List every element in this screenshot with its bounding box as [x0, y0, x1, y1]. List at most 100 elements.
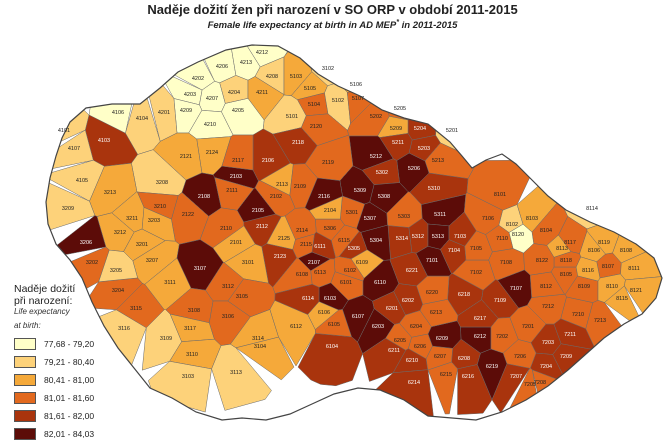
region-code-label: 2109 [294, 184, 306, 190]
region-code-label: 5305 [348, 246, 360, 252]
region-code-label: 7108 [500, 260, 512, 266]
region-code-label: 3117 [184, 326, 196, 332]
region-code-label: 4106 [112, 110, 124, 116]
region-code-label: 2117 [232, 158, 244, 164]
region-code-label: 5204 [414, 126, 426, 132]
legend-subtitle-line-1: Life expectancy [14, 307, 124, 317]
legend-range-label: 81,61 - 82,00 [44, 411, 94, 421]
region-code-label: 5301 [346, 210, 358, 216]
region-code-label: 6214 [408, 380, 420, 386]
region-code-label: 8116 [582, 268, 594, 274]
legend-range-label: 81,01 - 81,60 [44, 393, 94, 403]
legend-title-line-2: při narození: [14, 295, 124, 307]
region-code-label: 8113 [556, 246, 568, 252]
region-code-label: 3109 [160, 336, 172, 342]
region-code-label: 7212 [542, 304, 554, 310]
region-code-label: 8120 [512, 232, 524, 238]
region-code-label: 6108 [296, 272, 308, 278]
legend-range-label: 77,68 - 79,20 [44, 339, 94, 349]
region-code-label: 6105 [328, 322, 340, 328]
region-code-label: 5106 [350, 82, 362, 88]
region-code-label: 6218 [458, 292, 470, 298]
region-code-label: 2103 [230, 174, 242, 180]
legend-class-1: 77,68 - 79,20 [14, 335, 124, 353]
region-code-label: 6215 [440, 372, 452, 378]
region-code-label: 3107 [194, 266, 206, 272]
region-code-label: 3103 [182, 374, 194, 380]
region-code-label: 6203 [372, 324, 384, 330]
region-code-label: 6110 [374, 280, 386, 286]
region-code-label: 6204 [410, 324, 422, 330]
region-code-label: 6220 [426, 290, 438, 296]
legend-swatch [14, 410, 36, 422]
region-code-label: 2106 [262, 158, 274, 164]
legend: Naděje dožití při narození: Life expecta… [14, 283, 124, 443]
map-title: Naděje dožití žen při narození v SO ORP … [0, 2, 665, 17]
region-code-label: 7211 [564, 332, 576, 338]
region-code-label: 2102 [270, 194, 282, 200]
region-code-label: 2120 [310, 124, 322, 130]
legend-swatch [14, 392, 36, 404]
region-code-label: 8122 [536, 258, 548, 264]
legend-swatch [14, 338, 36, 350]
region-code-label: 8103 [526, 216, 538, 222]
region-code-label: 7110 [496, 236, 508, 242]
region-code-label: 3108 [188, 308, 200, 314]
region-code-label: 3203 [148, 218, 160, 224]
region-code-label: 3210 [154, 204, 166, 210]
region-code-label: 8111 [628, 266, 639, 272]
region-code-label: 6115 [338, 238, 350, 244]
region-code-label: 7107 [510, 286, 522, 292]
region-code-label: 3205 [110, 268, 122, 274]
region-code-label: 6201 [386, 306, 398, 312]
region-code-label: 6101 [340, 280, 352, 286]
region-code-label: 5213 [432, 158, 444, 164]
region-code-label: 6109 [356, 260, 368, 266]
region-code-label: 8112 [540, 284, 552, 290]
region-code-label: 3112 [222, 284, 234, 290]
region-code-label: 6216 [462, 374, 474, 380]
region-code-label: 2124 [206, 150, 218, 156]
region-code-label: 5104 [308, 102, 320, 108]
region-code-label: 4203 [184, 92, 196, 98]
region-code-label: 5303 [398, 214, 410, 220]
legend-swatch [14, 428, 36, 440]
region-code-label: 4101 [58, 128, 70, 134]
region-code-label: 8114 [586, 206, 598, 212]
region-code-label: 4206 [216, 64, 228, 70]
region-code-label: 2107 [308, 260, 320, 266]
region-code-label: 7103 [454, 234, 466, 240]
region-code-label: 5102 [332, 98, 344, 104]
region-code-label: 8104 [540, 228, 552, 234]
legend-class-6: 82,01 - 84,03 [14, 425, 124, 443]
region-code-label: 8108 [620, 248, 632, 254]
region-code-label: 5209 [390, 126, 402, 132]
map-subtitle: Female life expectancy at birth in AD ME… [0, 19, 665, 31]
region-code-label: 3201 [136, 242, 148, 248]
region-code-label: 4104 [136, 116, 148, 122]
region-code-label: 7208 [534, 380, 546, 386]
region-code-label: 7109 [494, 298, 506, 304]
region-code-label: 4210 [204, 122, 216, 128]
legend-range-label: 82,01 - 84,03 [44, 429, 94, 439]
region-code-label: 5105 [304, 86, 316, 92]
region-code-label: 8110 [606, 284, 618, 290]
region-code-label: 4201 [158, 110, 170, 116]
region-code-label: 6202 [402, 298, 414, 304]
region-code-label: 2105 [252, 208, 264, 214]
region-code-label: 5314 [396, 236, 408, 242]
legend-range-label: 80,41 - 81,00 [44, 375, 94, 385]
region-code-label: 8115 [616, 296, 628, 302]
region-code-label: 6113 [314, 270, 326, 276]
region-code-label: 3102 [322, 66, 334, 72]
region-code-label: 4107 [68, 146, 80, 152]
region-code-label: 7203 [542, 340, 554, 346]
region-code-label: 6207 [434, 354, 446, 360]
region-code-label: 6210 [406, 358, 418, 364]
region-code-label: 3106 [222, 314, 234, 320]
region-code-label: 2118 [292, 140, 304, 146]
region-code-label: 8101 [494, 192, 506, 198]
region-code-label: 2125 [278, 236, 290, 242]
region-code-label: 8106 [588, 248, 600, 254]
region-code-label: 3207 [146, 258, 158, 264]
